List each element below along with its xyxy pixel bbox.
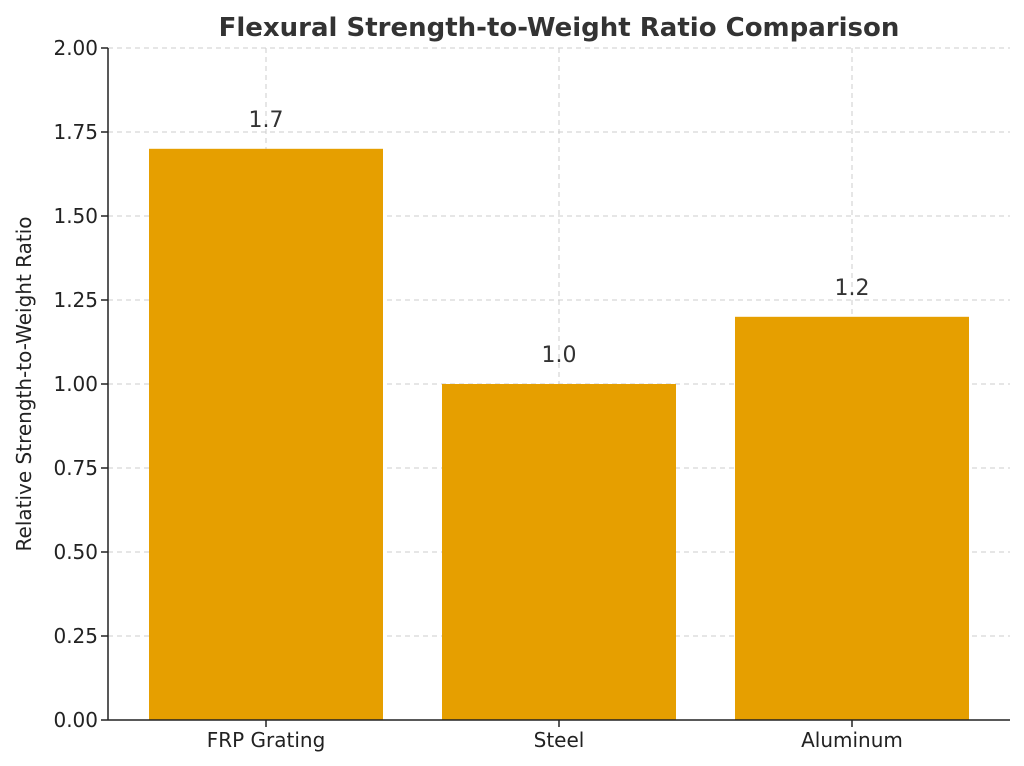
y-tick-label: 0.50 (53, 540, 98, 564)
y-axis-label: Relative Strength-to-Weight Ratio (12, 217, 36, 552)
y-tick-label: 0.25 (53, 624, 98, 648)
y-tick-label: 1.75 (53, 120, 98, 144)
bar (735, 316, 969, 720)
y-tick-label: 1.00 (53, 372, 98, 396)
x-tick-label: Steel (534, 728, 585, 752)
y-tick-label: 0.75 (53, 456, 98, 480)
x-tick-label: Aluminum (801, 728, 903, 752)
bar (149, 148, 383, 721)
chart-title: Flexural Strength-to-Weight Ratio Compar… (219, 13, 900, 43)
bar-value-label: 1.7 (249, 108, 284, 133)
bar-value-label: 1.2 (835, 276, 870, 301)
x-tick-label: FRP Grating (207, 728, 326, 752)
bar-value-label: 1.0 (542, 343, 577, 368)
bar (442, 384, 676, 720)
y-tick-label: 1.25 (53, 288, 98, 312)
y-tick-label: 2.00 (53, 36, 98, 60)
y-tick-label: 1.50 (53, 204, 98, 228)
y-tick-label: 0.00 (53, 708, 98, 732)
